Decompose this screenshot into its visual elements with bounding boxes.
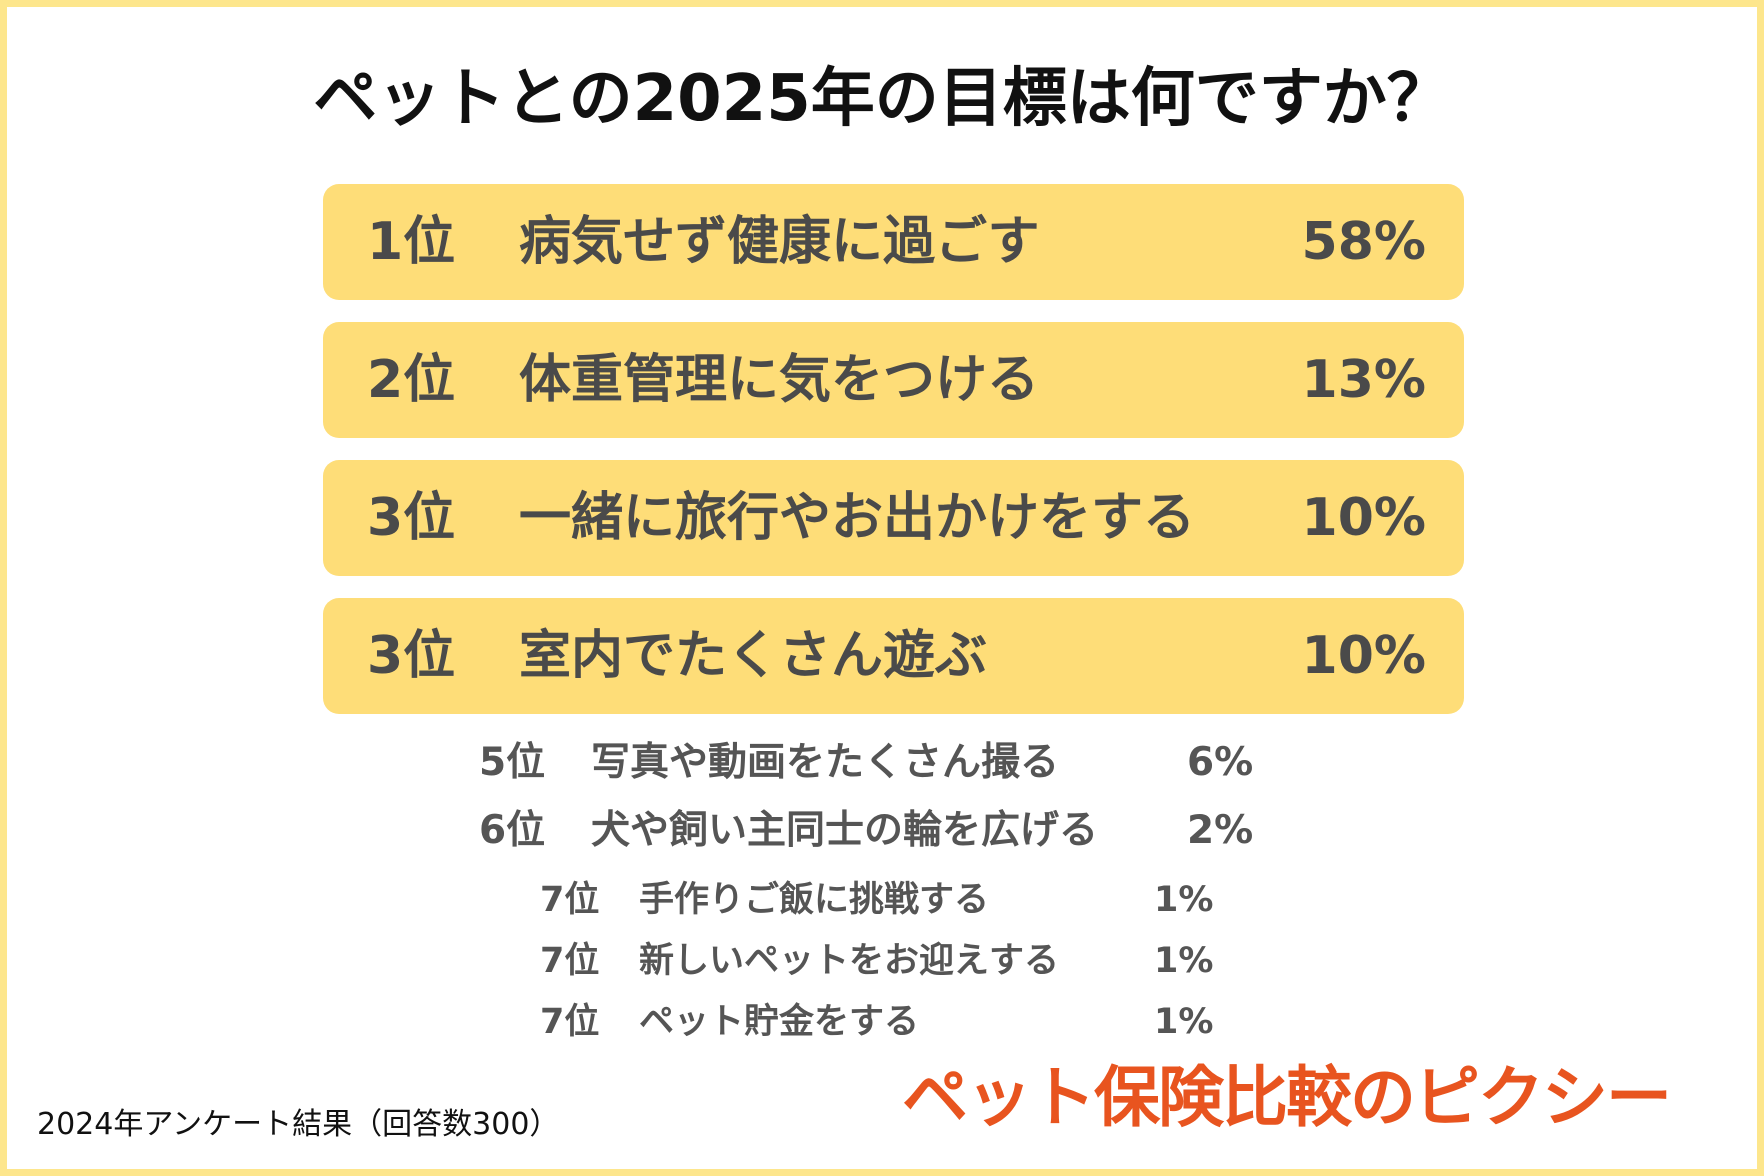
percent: 6% xyxy=(1187,740,1254,785)
title: ペットとの2025年の目標は何ですか？ xyxy=(313,62,1451,136)
rank: 7位 xyxy=(540,1002,600,1042)
rank: 7位 xyxy=(540,941,600,981)
rank-box: 3位 室内でたくさん遊ぶ 10% xyxy=(323,598,1464,714)
label: 一緒に旅行やお出かけをする xyxy=(519,488,1196,548)
logo: ペット保険比較のピクシー xyxy=(902,1059,1672,1136)
rank: 6位 xyxy=(479,808,546,853)
rank: 1位 xyxy=(367,212,456,272)
label: ペット貯金をする xyxy=(639,1002,920,1042)
percent: 13% xyxy=(1301,350,1426,410)
rank-box: 2位 体重管理に気をつける 13% xyxy=(323,322,1464,438)
rank: 2位 xyxy=(367,350,456,410)
label: 写真や動画をたくさん撮る xyxy=(591,740,1060,785)
rank: 5位 xyxy=(479,740,546,785)
rank: 3位 xyxy=(367,626,456,686)
percent: 1% xyxy=(1154,1002,1214,1042)
percent: 10% xyxy=(1301,488,1426,548)
label: 体重管理に気をつける xyxy=(519,350,1040,410)
rank-box: 3位 一緒に旅行やお出かけをする 10% xyxy=(323,460,1464,576)
rank: 3位 xyxy=(367,488,456,548)
percent: 10% xyxy=(1301,626,1426,686)
percent: 1% xyxy=(1154,880,1214,920)
footnote: 2024年アンケート結果（回答数300） xyxy=(37,1107,560,1142)
label: 手作りご飯に挑戦する xyxy=(639,880,990,920)
label: 室内でたくさん遊ぶ xyxy=(519,626,988,686)
percent: 58% xyxy=(1301,212,1426,272)
label: 犬や飼い主同士の輪を広げる xyxy=(591,808,1099,853)
rank-box: 1位 病気せず健康に過ごす 58% xyxy=(323,184,1464,300)
label: 新しいペットをお迎えする xyxy=(639,941,1060,981)
percent: 2% xyxy=(1187,808,1254,853)
label: 病気せず健康に過ごす xyxy=(519,212,1040,272)
rank: 7位 xyxy=(540,880,600,920)
percent: 1% xyxy=(1154,941,1214,981)
